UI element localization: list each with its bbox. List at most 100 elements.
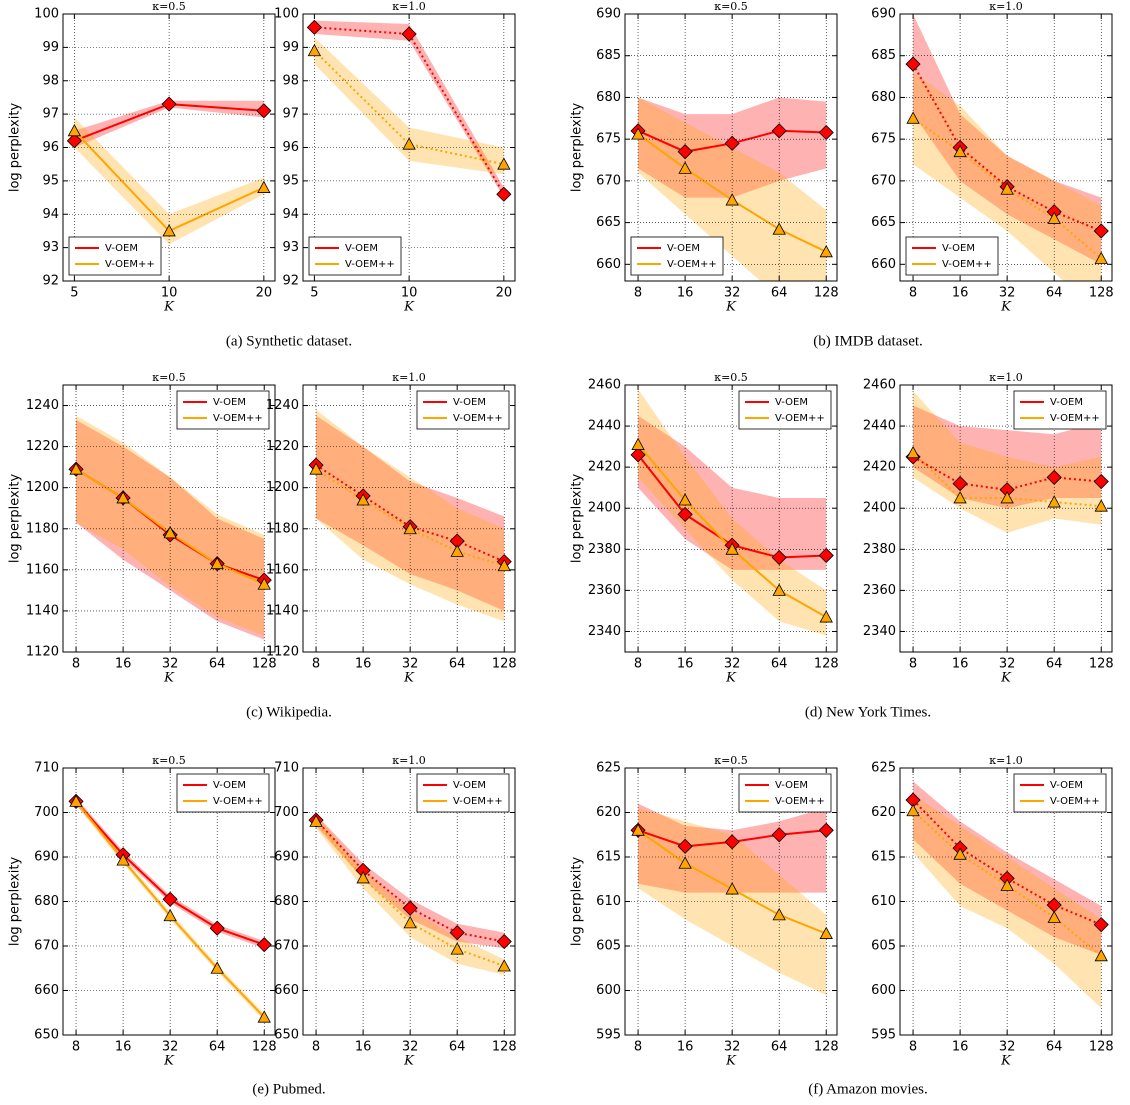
y-axis-label: log perplexity [570, 103, 585, 193]
axes-frame [62, 384, 276, 653]
marker [209, 920, 225, 936]
legend-label: V-OEM [105, 243, 138, 254]
axes-frame [62, 767, 276, 1036]
subplot-title: κ=0.5 [714, 754, 748, 767]
y-tick-label: 94 [42, 207, 59, 222]
legend-box [1013, 390, 1107, 430]
y-tick-label: 100 [274, 7, 299, 22]
subplot: 660 665 670 675 680 685 690 8 16 32 64 128 κ=0.5 Klog… [570, 0, 839, 315]
x-tick-label: 10 [161, 286, 178, 301]
legend-label: V-OEM [942, 243, 975, 254]
y-tick-label: 96 [282, 140, 299, 155]
legend-box [738, 390, 832, 430]
x-tick-label: 16 [952, 1040, 969, 1055]
x-tick-label: 8 [634, 657, 642, 672]
x-tick-label: 32 [402, 657, 419, 672]
y-tick-label: 605 [871, 939, 896, 954]
marker [450, 544, 464, 557]
y-axis-label: log perplexity [570, 474, 585, 564]
y-tick-label: 690 [34, 850, 59, 865]
y-tick-label: 2400 [588, 501, 621, 516]
y-tick-label: 1180 [26, 521, 59, 536]
subplot: 1120 1140 1160 1180 1200 1220 1240 8 16 32 64 128 κ=… [266, 371, 517, 686]
x-tick-label: 128 [492, 657, 517, 672]
marker [210, 961, 224, 974]
marker [402, 900, 418, 916]
y-tick-label: 665 [871, 215, 896, 230]
x-tick-label: 20 [496, 286, 513, 301]
marker [819, 926, 833, 939]
x-axis-label: K [403, 1054, 415, 1069]
marker [818, 124, 834, 141]
marker [819, 610, 833, 623]
legend-box [416, 773, 510, 813]
caption: (b) IMDB dataset. [813, 333, 923, 349]
marker [906, 445, 920, 459]
subplot-title: κ=0.5 [714, 371, 748, 384]
x-tick-label: 16 [677, 1040, 694, 1055]
marker [953, 491, 967, 504]
x-tick-label: 64 [1046, 657, 1063, 672]
marker [1093, 473, 1109, 490]
y-tick-label: 595 [871, 1028, 896, 1043]
marker [163, 526, 177, 539]
y-tick-label: 700 [274, 805, 299, 820]
y-tick-label: 1120 [266, 645, 299, 660]
y-tick-label: 1240 [266, 398, 299, 413]
subplot-title: κ=1.0 [392, 371, 426, 384]
x-tick-label: 10 [401, 286, 418, 301]
x-tick-label: 64 [449, 657, 466, 672]
x-tick-label: 32 [724, 286, 741, 301]
x-axis-label: K [403, 671, 415, 686]
x-axis-label: K [163, 1054, 175, 1069]
marker [210, 556, 224, 570]
y-tick-label: 625 [871, 761, 896, 776]
subplot-title: κ=1.0 [989, 754, 1023, 767]
marker [1094, 948, 1108, 962]
y-tick-label: 2380 [863, 542, 896, 557]
x-axis-label: K [403, 300, 415, 315]
y-tick-label: 2420 [588, 460, 621, 475]
x-tick-label: 8 [72, 1040, 80, 1055]
y-tick-label: 2440 [588, 419, 621, 434]
marker [1093, 917, 1109, 933]
marker [497, 157, 511, 170]
marker [402, 137, 416, 150]
plot-area [900, 14, 1112, 281]
legend-box [905, 236, 999, 276]
marker [497, 959, 511, 972]
x-tick-label: 32 [162, 1040, 179, 1055]
line [315, 819, 505, 943]
marker [67, 123, 82, 137]
axes-frame [62, 13, 276, 282]
marker [356, 493, 370, 506]
x-axis-label: K [1000, 671, 1012, 686]
x-tick-label: 20 [256, 286, 273, 301]
legend-label: V-OEM [453, 780, 486, 791]
marker [953, 847, 967, 860]
legend-box [738, 773, 832, 813]
x-tick-label: 32 [162, 657, 179, 672]
x-tick-label: 8 [72, 657, 80, 672]
legend-box [308, 236, 402, 276]
y-tick-label: 2460 [588, 378, 621, 393]
subplot-title: κ=0.5 [152, 0, 186, 13]
marker [952, 476, 968, 492]
x-tick-label: 16 [952, 286, 969, 301]
subplot: 660 665 670 675 680 685 690 8 16 32 64 128 κ=1.0 K V-O… [871, 0, 1113, 315]
marker [309, 814, 323, 827]
y-tick-label: 1120 [26, 645, 59, 660]
y-tick-label: 610 [596, 894, 621, 909]
y-tick-label: 2360 [588, 583, 621, 598]
y-tick-label: 595 [596, 1028, 621, 1043]
x-tick-label: 16 [952, 657, 969, 672]
marker [116, 491, 130, 504]
subplot-title: κ=1.0 [989, 0, 1023, 13]
x-tick-label: 32 [402, 1040, 419, 1055]
marker [449, 925, 465, 941]
subplot: 595 600 605 610 615 620 625 8 16 32 64 128 κ=1.0 K V-O… [871, 754, 1113, 1069]
marker [497, 558, 511, 572]
marker [772, 222, 786, 235]
subplot-title: κ=1.0 [989, 371, 1023, 384]
y-tick-label: 675 [596, 132, 621, 147]
